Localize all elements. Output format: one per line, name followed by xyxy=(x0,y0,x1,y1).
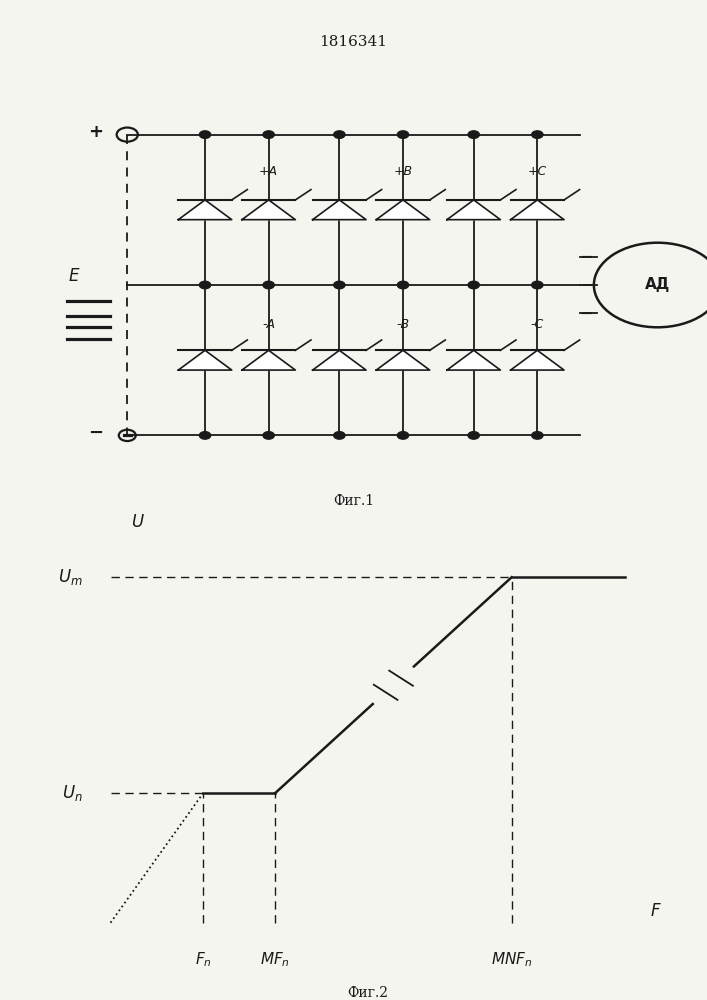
Circle shape xyxy=(199,432,211,439)
Polygon shape xyxy=(312,350,366,370)
Polygon shape xyxy=(447,350,501,370)
Circle shape xyxy=(199,281,211,289)
Polygon shape xyxy=(178,350,232,370)
Text: E: E xyxy=(69,267,79,285)
Text: F: F xyxy=(650,902,660,920)
Polygon shape xyxy=(178,200,232,220)
Polygon shape xyxy=(242,350,296,370)
Text: +: + xyxy=(88,123,103,141)
Text: +C: +C xyxy=(527,165,547,178)
Circle shape xyxy=(397,281,409,289)
Polygon shape xyxy=(510,200,564,220)
Polygon shape xyxy=(376,200,430,220)
Polygon shape xyxy=(312,200,366,220)
Circle shape xyxy=(263,432,274,439)
Text: +B: +B xyxy=(393,165,413,178)
Text: -A: -A xyxy=(262,318,275,331)
Circle shape xyxy=(532,432,543,439)
Circle shape xyxy=(468,432,479,439)
Circle shape xyxy=(532,281,543,289)
Circle shape xyxy=(263,131,274,138)
Text: -B: -B xyxy=(397,318,409,331)
Polygon shape xyxy=(376,350,430,370)
Polygon shape xyxy=(447,200,501,220)
Text: −: − xyxy=(88,424,103,442)
Text: 1816341: 1816341 xyxy=(320,35,387,49)
Circle shape xyxy=(334,131,345,138)
Text: $MNF_n$: $MNF_n$ xyxy=(491,950,532,969)
Circle shape xyxy=(397,131,409,138)
Text: $U_m$: $U_m$ xyxy=(57,567,82,587)
Circle shape xyxy=(532,131,543,138)
Circle shape xyxy=(468,131,479,138)
Text: Фиг.1: Фиг.1 xyxy=(333,494,374,508)
Circle shape xyxy=(263,281,274,289)
Text: U: U xyxy=(131,513,144,531)
Text: +A: +A xyxy=(259,165,278,178)
Text: Фиг.2: Фиг.2 xyxy=(347,986,388,1000)
Circle shape xyxy=(397,432,409,439)
Polygon shape xyxy=(510,350,564,370)
Polygon shape xyxy=(242,200,296,220)
Circle shape xyxy=(199,131,211,138)
Circle shape xyxy=(468,281,479,289)
Circle shape xyxy=(334,432,345,439)
Text: АД: АД xyxy=(645,277,670,292)
Text: $U_n$: $U_n$ xyxy=(62,783,82,803)
Text: $F_n$: $F_n$ xyxy=(194,950,211,969)
Text: $MF_n$: $MF_n$ xyxy=(260,950,290,969)
Circle shape xyxy=(334,281,345,289)
Text: -C: -C xyxy=(531,318,544,331)
